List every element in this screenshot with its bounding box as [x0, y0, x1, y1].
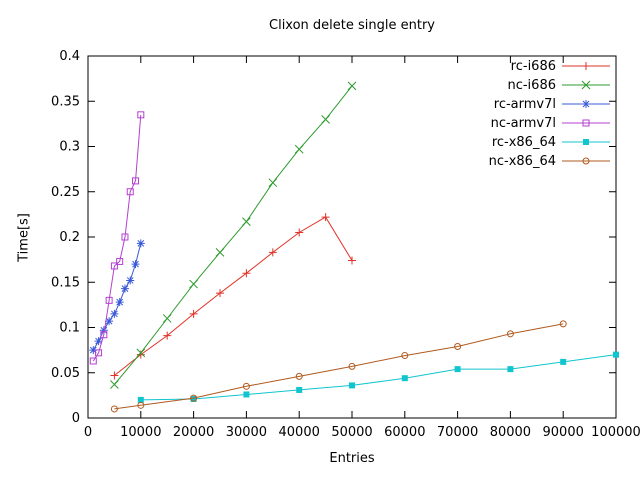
y-axis-labels: 0 0.05 0.1 0.15 0.2 0.25 0.3 0.35 0.4 — [51, 49, 80, 426]
legend-label: rc-x86_64 — [492, 135, 556, 150]
legend-item-rc-i686: rc-i686 — [511, 59, 610, 74]
y-tick-label: 0 — [72, 411, 80, 426]
legend-label: nc-x86_64 — [489, 154, 556, 169]
x-axis-title: Entries — [329, 451, 375, 466]
legend-label: rc-i686 — [511, 59, 556, 74]
series-nc-i686 — [110, 81, 357, 389]
legend-item-nc-armv7l: nc-armv7l — [491, 116, 610, 131]
series-nc-x86_64 — [110, 320, 567, 413]
x-tick-label: 80000 — [490, 425, 531, 440]
y-tick-label: 0.35 — [51, 94, 80, 109]
x-tick-label: 40000 — [279, 425, 320, 440]
y-axis — [88, 55, 616, 419]
x-tick-label: 0 — [84, 425, 92, 440]
x-axis — [87, 56, 617, 418]
y-tick-label: 0.1 — [59, 321, 80, 336]
legend-label: rc-armv7l — [494, 97, 556, 112]
series-nc-armv7l — [89, 111, 145, 365]
chart-title: Clixon delete single entry — [269, 18, 435, 33]
legend-item-rc-x86_64: rc-x86_64 — [492, 135, 610, 150]
x-tick-label: 70000 — [437, 425, 478, 440]
legend-label: nc-i686 — [507, 78, 556, 93]
y-tick-label: 0.3 — [59, 140, 80, 155]
legend-label: nc-armv7l — [491, 116, 556, 131]
legend-item-nc-i686: nc-i686 — [507, 78, 610, 93]
x-tick-label: 20000 — [173, 425, 214, 440]
x-tick-label: 90000 — [543, 425, 584, 440]
x-tick-label: 10000 — [120, 425, 161, 440]
y-tick-label: 0.05 — [51, 366, 80, 381]
y-tick-label: 0.25 — [51, 185, 80, 200]
legend: rc-i686 nc-i686 rc-armv7l nc-armv7l rc-x86_6… — [489, 59, 610, 169]
x-axis-labels: 0 10000 20000 30000 40000 50000 60000 70000 8000… — [84, 425, 640, 440]
series-rc-armv7l — [89, 239, 145, 355]
x-tick-label: 100000 — [591, 425, 640, 440]
x-tick-label: 30000 — [226, 425, 267, 440]
x-tick-label: 60000 — [384, 425, 425, 440]
y-tick-label: 0.15 — [51, 275, 80, 290]
y-tick-label: 0.2 — [59, 230, 80, 245]
x-tick-label: 50000 — [331, 425, 372, 440]
series-rc-x86_64 — [137, 351, 619, 403]
y-tick-label: 0.4 — [59, 49, 80, 64]
y-axis-title: Time[s] — [16, 213, 32, 262]
series-rc-i686 — [110, 213, 356, 380]
legend-item-rc-armv7l: rc-armv7l — [494, 97, 610, 112]
legend-item-nc-x86_64: nc-x86_64 — [489, 154, 610, 169]
